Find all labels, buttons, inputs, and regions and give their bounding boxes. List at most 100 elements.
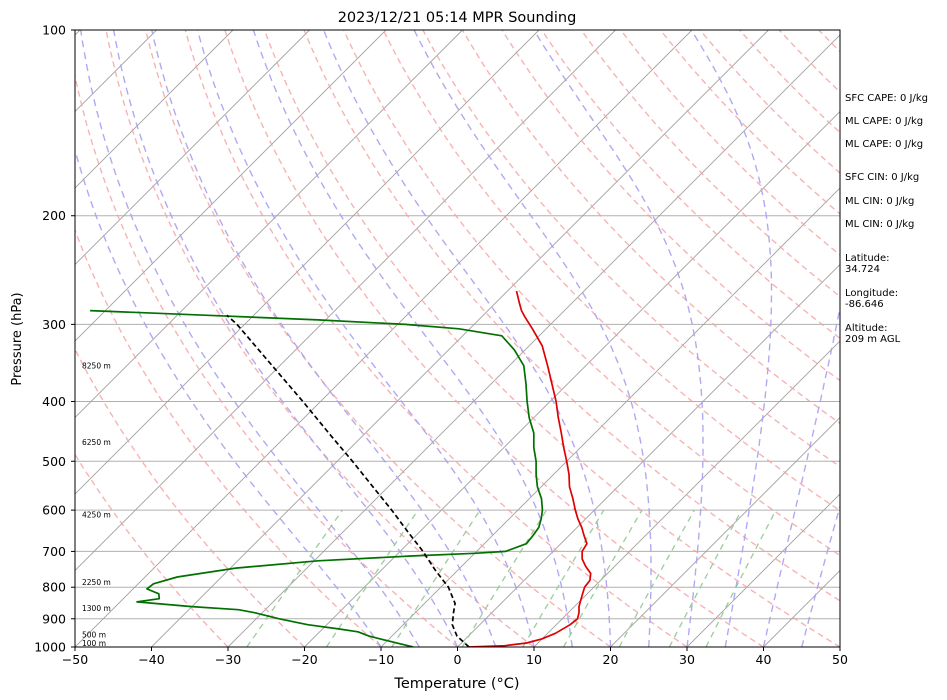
chart-title: 2023/12/21 05:14 MPR Sounding — [338, 10, 577, 26]
mixing-ratio-line — [391, 509, 481, 647]
dewpoint-profile — [90, 309, 544, 647]
altitude-label: Altitude: — [845, 323, 888, 334]
moist-adiabat-line — [252, 30, 573, 647]
y-tick-label: 100 — [42, 23, 66, 38]
moist-adiabat-line — [196, 30, 535, 647]
isotherm-line — [686, 493, 840, 647]
dry-adiabat-line — [184, 30, 688, 647]
moist-adiabat-line — [413, 30, 652, 647]
mixing-ratio-line — [522, 509, 605, 647]
y-tick-label: 500 — [42, 454, 66, 469]
latitude-value: 34.724 — [845, 264, 880, 275]
moist-adiabat-line — [151, 30, 497, 647]
x-tick-label: 30 — [679, 652, 695, 667]
altitude-block: Altitude: 209 m AGL — [845, 323, 900, 345]
dry-adiabat-line — [224, 30, 764, 647]
isotherm-line — [75, 30, 693, 647]
height-label: 8250 m — [82, 362, 111, 371]
isotherm-line — [457, 263, 840, 647]
axis-layer: −50 −40 −30 −20 −10 0 10 20 30 40 50 1000 900 800 700 6… — [34, 23, 848, 668]
x-tick-label: 0 — [454, 652, 462, 667]
y-axis-label: Pressure (hPa) — [10, 292, 25, 385]
isotherm-line — [380, 187, 840, 647]
moist-adiabat-line — [533, 30, 704, 647]
y-tick-label: 600 — [42, 503, 66, 518]
altitude-value: 209 m AGL — [845, 334, 901, 345]
parcel-profile — [226, 314, 470, 647]
isotherm-line — [227, 34, 840, 647]
isotherm-line — [533, 340, 840, 647]
height-label: 100 m — [82, 639, 106, 648]
isotherm-line — [151, 30, 769, 647]
sfc-cin-text: SFC CIN: 0 J/kg — [845, 172, 920, 183]
sfc-cape-text: SFC CAPE: 0 J/kg — [845, 93, 928, 104]
longitude-block: Longitude: -86.646 — [845, 288, 898, 310]
x-tick-label: −30 — [215, 652, 241, 667]
x-tick-label: 50 — [832, 652, 848, 667]
dry-adiabat-line — [541, 30, 840, 340]
y-tick-label: 400 — [42, 394, 66, 409]
isotherm-line — [75, 30, 234, 189]
isotherm-line — [0, 30, 4, 647]
x-tick-label: 40 — [756, 652, 772, 667]
longitude-value: -86.646 — [845, 299, 884, 310]
x-axis-label: Temperature (°C) — [393, 676, 519, 692]
height-label: 6250 m — [82, 438, 111, 447]
isotherm-line — [75, 30, 616, 572]
latitude-block: Latitude: 34.724 — [845, 253, 890, 275]
y-tick-label: 800 — [42, 580, 66, 595]
dry-adiabat-line — [343, 30, 840, 557]
y-tick-label: 200 — [42, 208, 66, 223]
dry-adiabat-line — [75, 228, 382, 647]
mixing-ratio-line — [618, 509, 696, 647]
height-label: 4250 m — [82, 511, 111, 520]
dry-adiabat-line — [105, 30, 535, 647]
y-tick-label: 700 — [42, 544, 66, 559]
latitude-label: Latitude: — [845, 253, 890, 264]
moist-adiabat-line — [690, 30, 773, 647]
longitude-label: Longitude: — [845, 288, 899, 299]
isotherm-line — [75, 30, 387, 342]
dry-adiabat-line — [75, 453, 229, 647]
height-label: 2250 m — [82, 578, 111, 587]
ml-cape-text: ML CAPE: 0 J/kg — [845, 116, 924, 127]
dry-adiabat-line — [263, 30, 840, 647]
mixing-ratio-line — [668, 509, 743, 647]
moist-adiabat-line — [322, 30, 612, 647]
y-tick-label: 900 — [42, 611, 66, 626]
dry-adiabat-line — [303, 30, 840, 602]
dry-adiabat-line — [422, 30, 840, 468]
mixing-ratio-line — [562, 509, 643, 647]
y-tick-label: 1000 — [34, 640, 66, 655]
isotherm-line — [75, 30, 463, 419]
dry-adiabat-line — [75, 72, 458, 647]
moist-adiabat-line — [112, 30, 459, 647]
height-label: 1300 m — [82, 604, 111, 613]
mixing-ratio-line — [246, 509, 344, 647]
x-tick-label: −20 — [291, 652, 317, 667]
ml-cin-text: ML CIN: 0 J/kg — [845, 196, 915, 207]
temperature-profile — [468, 290, 592, 647]
grid-layer — [0, 30, 840, 647]
isotherm-line — [304, 110, 840, 647]
x-tick-label: −10 — [368, 652, 394, 667]
x-tick-label: −50 — [62, 652, 88, 667]
dry-adiabat-line — [75, 347, 305, 647]
dry-adiabat-line — [501, 30, 840, 382]
isotherm-line — [75, 30, 540, 495]
dry-adiabat-line — [659, 30, 840, 215]
moist-adiabat-line — [80, 30, 420, 647]
isotherm-line — [610, 416, 840, 647]
height-label: 500 m — [82, 631, 106, 640]
dry-adiabat-line — [620, 30, 840, 256]
dry-adiabat-line — [461, 30, 840, 425]
x-tick-label: −40 — [138, 652, 164, 667]
y-tick-label: 300 — [42, 317, 66, 332]
moist-adiabat-line — [75, 147, 382, 647]
dry-adiabat-line — [145, 30, 611, 647]
x-tick-label: 10 — [526, 652, 542, 667]
ml-cin-text-2: ML CIN: 0 J/kg — [845, 219, 915, 230]
mixing-ratio-line — [461, 509, 548, 647]
